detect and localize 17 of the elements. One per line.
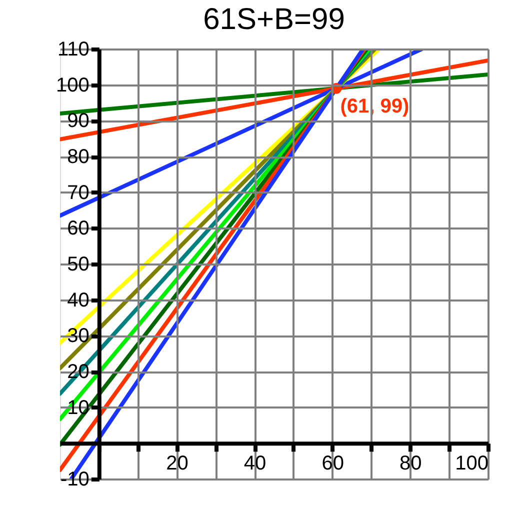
y-tick-label: 110 bbox=[58, 38, 90, 60]
y-tick-label: -10 bbox=[60, 468, 90, 490]
y-tick-label: 60 bbox=[67, 218, 90, 240]
y-tick-label: 100 bbox=[56, 74, 90, 96]
y-tick-label: 80 bbox=[67, 146, 90, 168]
y-tick-label: 40 bbox=[67, 289, 90, 312]
x-tick-label: 60 bbox=[322, 452, 344, 475]
x-tick-label: 40 bbox=[244, 452, 266, 475]
annotation: (61, 99) bbox=[340, 95, 410, 118]
y-tick-label: 30 bbox=[67, 325, 90, 348]
y-tick-label: 70 bbox=[67, 182, 90, 204]
y-tick-label: 50 bbox=[67, 254, 90, 276]
x-tick-label: 100 bbox=[455, 452, 488, 475]
x-tick-label: 80 bbox=[400, 452, 422, 475]
x-tick-label: 20 bbox=[166, 452, 188, 475]
y-tick-label: 90 bbox=[67, 110, 90, 132]
chart-title: 61S+B=99 bbox=[203, 3, 345, 36]
